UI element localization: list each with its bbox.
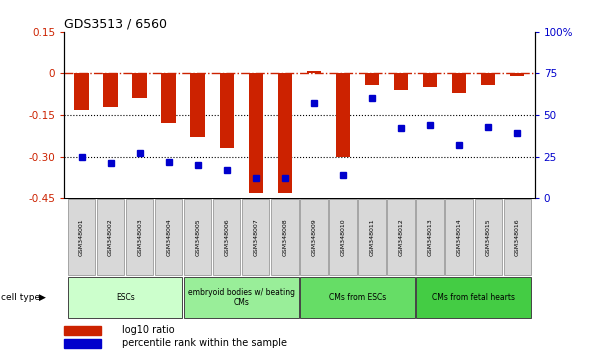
- Text: GSM348001: GSM348001: [79, 218, 84, 256]
- Bar: [393, 74, 408, 90]
- Text: cell type: cell type: [1, 293, 40, 302]
- FancyBboxPatch shape: [475, 199, 502, 275]
- Text: ESCs: ESCs: [115, 293, 134, 302]
- Text: GSM348009: GSM348009: [312, 218, 316, 256]
- Text: GSM348005: GSM348005: [196, 218, 200, 256]
- Bar: [423, 74, 437, 87]
- Bar: [103, 74, 118, 107]
- Text: GSM348013: GSM348013: [428, 218, 433, 256]
- Bar: [219, 74, 234, 148]
- FancyBboxPatch shape: [213, 199, 241, 275]
- Bar: [335, 74, 350, 157]
- Text: log10 ratio: log10 ratio: [122, 325, 175, 335]
- Text: GSM348014: GSM348014: [456, 218, 462, 256]
- Text: GSM348006: GSM348006: [224, 218, 229, 256]
- Text: percentile rank within the sample: percentile rank within the sample: [122, 338, 287, 348]
- Bar: [133, 74, 147, 98]
- Bar: [307, 71, 321, 74]
- FancyBboxPatch shape: [68, 277, 182, 318]
- Bar: [191, 74, 205, 137]
- Text: GSM348012: GSM348012: [398, 218, 403, 256]
- Text: GSM348004: GSM348004: [166, 218, 171, 256]
- Bar: [64, 339, 101, 348]
- Text: GSM348010: GSM348010: [340, 218, 345, 256]
- FancyBboxPatch shape: [126, 199, 153, 275]
- Bar: [510, 74, 524, 76]
- Text: GSM348002: GSM348002: [108, 218, 113, 256]
- Text: GSM348011: GSM348011: [370, 218, 375, 256]
- Bar: [365, 74, 379, 85]
- Text: GSM348008: GSM348008: [282, 218, 287, 256]
- Bar: [75, 74, 89, 109]
- FancyBboxPatch shape: [155, 199, 182, 275]
- Bar: [452, 74, 466, 93]
- Text: GSM348003: GSM348003: [137, 218, 142, 256]
- Text: embryoid bodies w/ beating
CMs: embryoid bodies w/ beating CMs: [188, 288, 295, 307]
- FancyBboxPatch shape: [68, 199, 95, 275]
- Bar: [161, 74, 176, 124]
- FancyBboxPatch shape: [417, 199, 444, 275]
- FancyBboxPatch shape: [329, 199, 357, 275]
- Text: GSM348015: GSM348015: [486, 218, 491, 256]
- Text: CMs from fetal hearts: CMs from fetal hearts: [432, 293, 515, 302]
- Bar: [64, 326, 101, 335]
- FancyBboxPatch shape: [242, 199, 269, 275]
- FancyBboxPatch shape: [300, 277, 415, 318]
- FancyBboxPatch shape: [300, 199, 327, 275]
- Text: GSM348007: GSM348007: [254, 218, 258, 256]
- Bar: [249, 74, 263, 193]
- FancyBboxPatch shape: [503, 199, 531, 275]
- FancyBboxPatch shape: [184, 199, 211, 275]
- Text: GSM348016: GSM348016: [514, 218, 520, 256]
- FancyBboxPatch shape: [445, 199, 473, 275]
- FancyBboxPatch shape: [271, 199, 299, 275]
- Text: GDS3513 / 6560: GDS3513 / 6560: [64, 18, 167, 31]
- Bar: [277, 74, 292, 193]
- FancyBboxPatch shape: [387, 199, 415, 275]
- FancyBboxPatch shape: [358, 199, 386, 275]
- FancyBboxPatch shape: [184, 277, 299, 318]
- FancyBboxPatch shape: [417, 277, 531, 318]
- Text: ▶: ▶: [38, 293, 45, 302]
- Text: CMs from ESCs: CMs from ESCs: [329, 293, 386, 302]
- Bar: [481, 74, 496, 85]
- FancyBboxPatch shape: [97, 199, 124, 275]
